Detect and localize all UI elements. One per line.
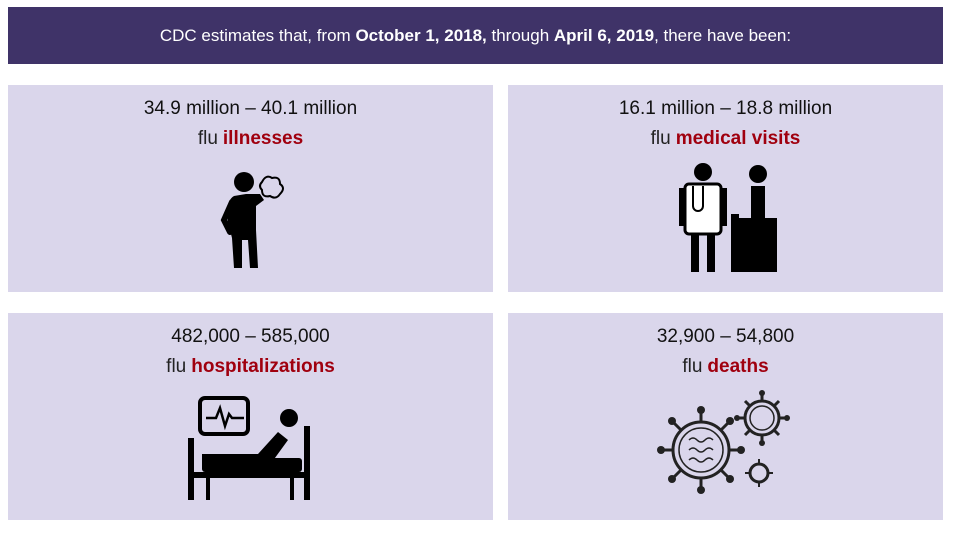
header: CDC estimates that, from October 1, 2018…	[8, 7, 943, 64]
label: hospitalizations	[191, 356, 335, 377]
prefix: flu	[166, 356, 187, 377]
sick-icon	[220, 172, 284, 268]
doctor-icon	[678, 163, 777, 272]
range: 32,900 – 54,800	[656, 326, 795, 347]
card: 34.9 million – 40.1 million flu illnesses	[8, 85, 493, 292]
header-text: through	[486, 25, 554, 45]
prefix: flu	[650, 128, 671, 149]
virus-icon	[656, 390, 790, 494]
prefix: flu	[682, 356, 703, 377]
header-text: , there have been:	[654, 25, 792, 45]
header-date: October 1, 2018,	[355, 25, 487, 45]
range: 34.9 million – 40.1 million	[143, 98, 358, 119]
header-text: CDC estimates that, from	[159, 25, 356, 45]
range: 482,000 – 585,000	[171, 326, 330, 347]
header-date: April 6, 2019	[553, 25, 655, 45]
card: 32,900 – 54,800 flu deaths	[508, 313, 943, 520]
hospital-icon	[187, 396, 310, 500]
label: medical visits	[675, 128, 801, 149]
card: 482,000 – 585,000 flu hospitalizations	[8, 313, 493, 520]
range: 16.1 million – 18.8 million	[618, 98, 833, 119]
prefix: flu	[197, 128, 218, 149]
label: deaths	[707, 356, 769, 377]
card: 16.1 million – 18.8 million flu medical v…	[508, 85, 943, 292]
label: illnesses	[222, 128, 304, 149]
